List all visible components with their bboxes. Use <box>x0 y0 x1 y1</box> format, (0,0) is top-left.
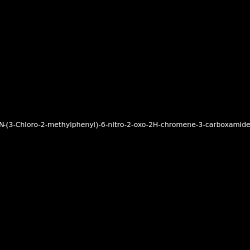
Text: N-(3-Chloro-2-methylphenyl)-6-nitro-2-oxo-2H-chromene-3-carboxamide: N-(3-Chloro-2-methylphenyl)-6-nitro-2-ox… <box>0 122 250 128</box>
